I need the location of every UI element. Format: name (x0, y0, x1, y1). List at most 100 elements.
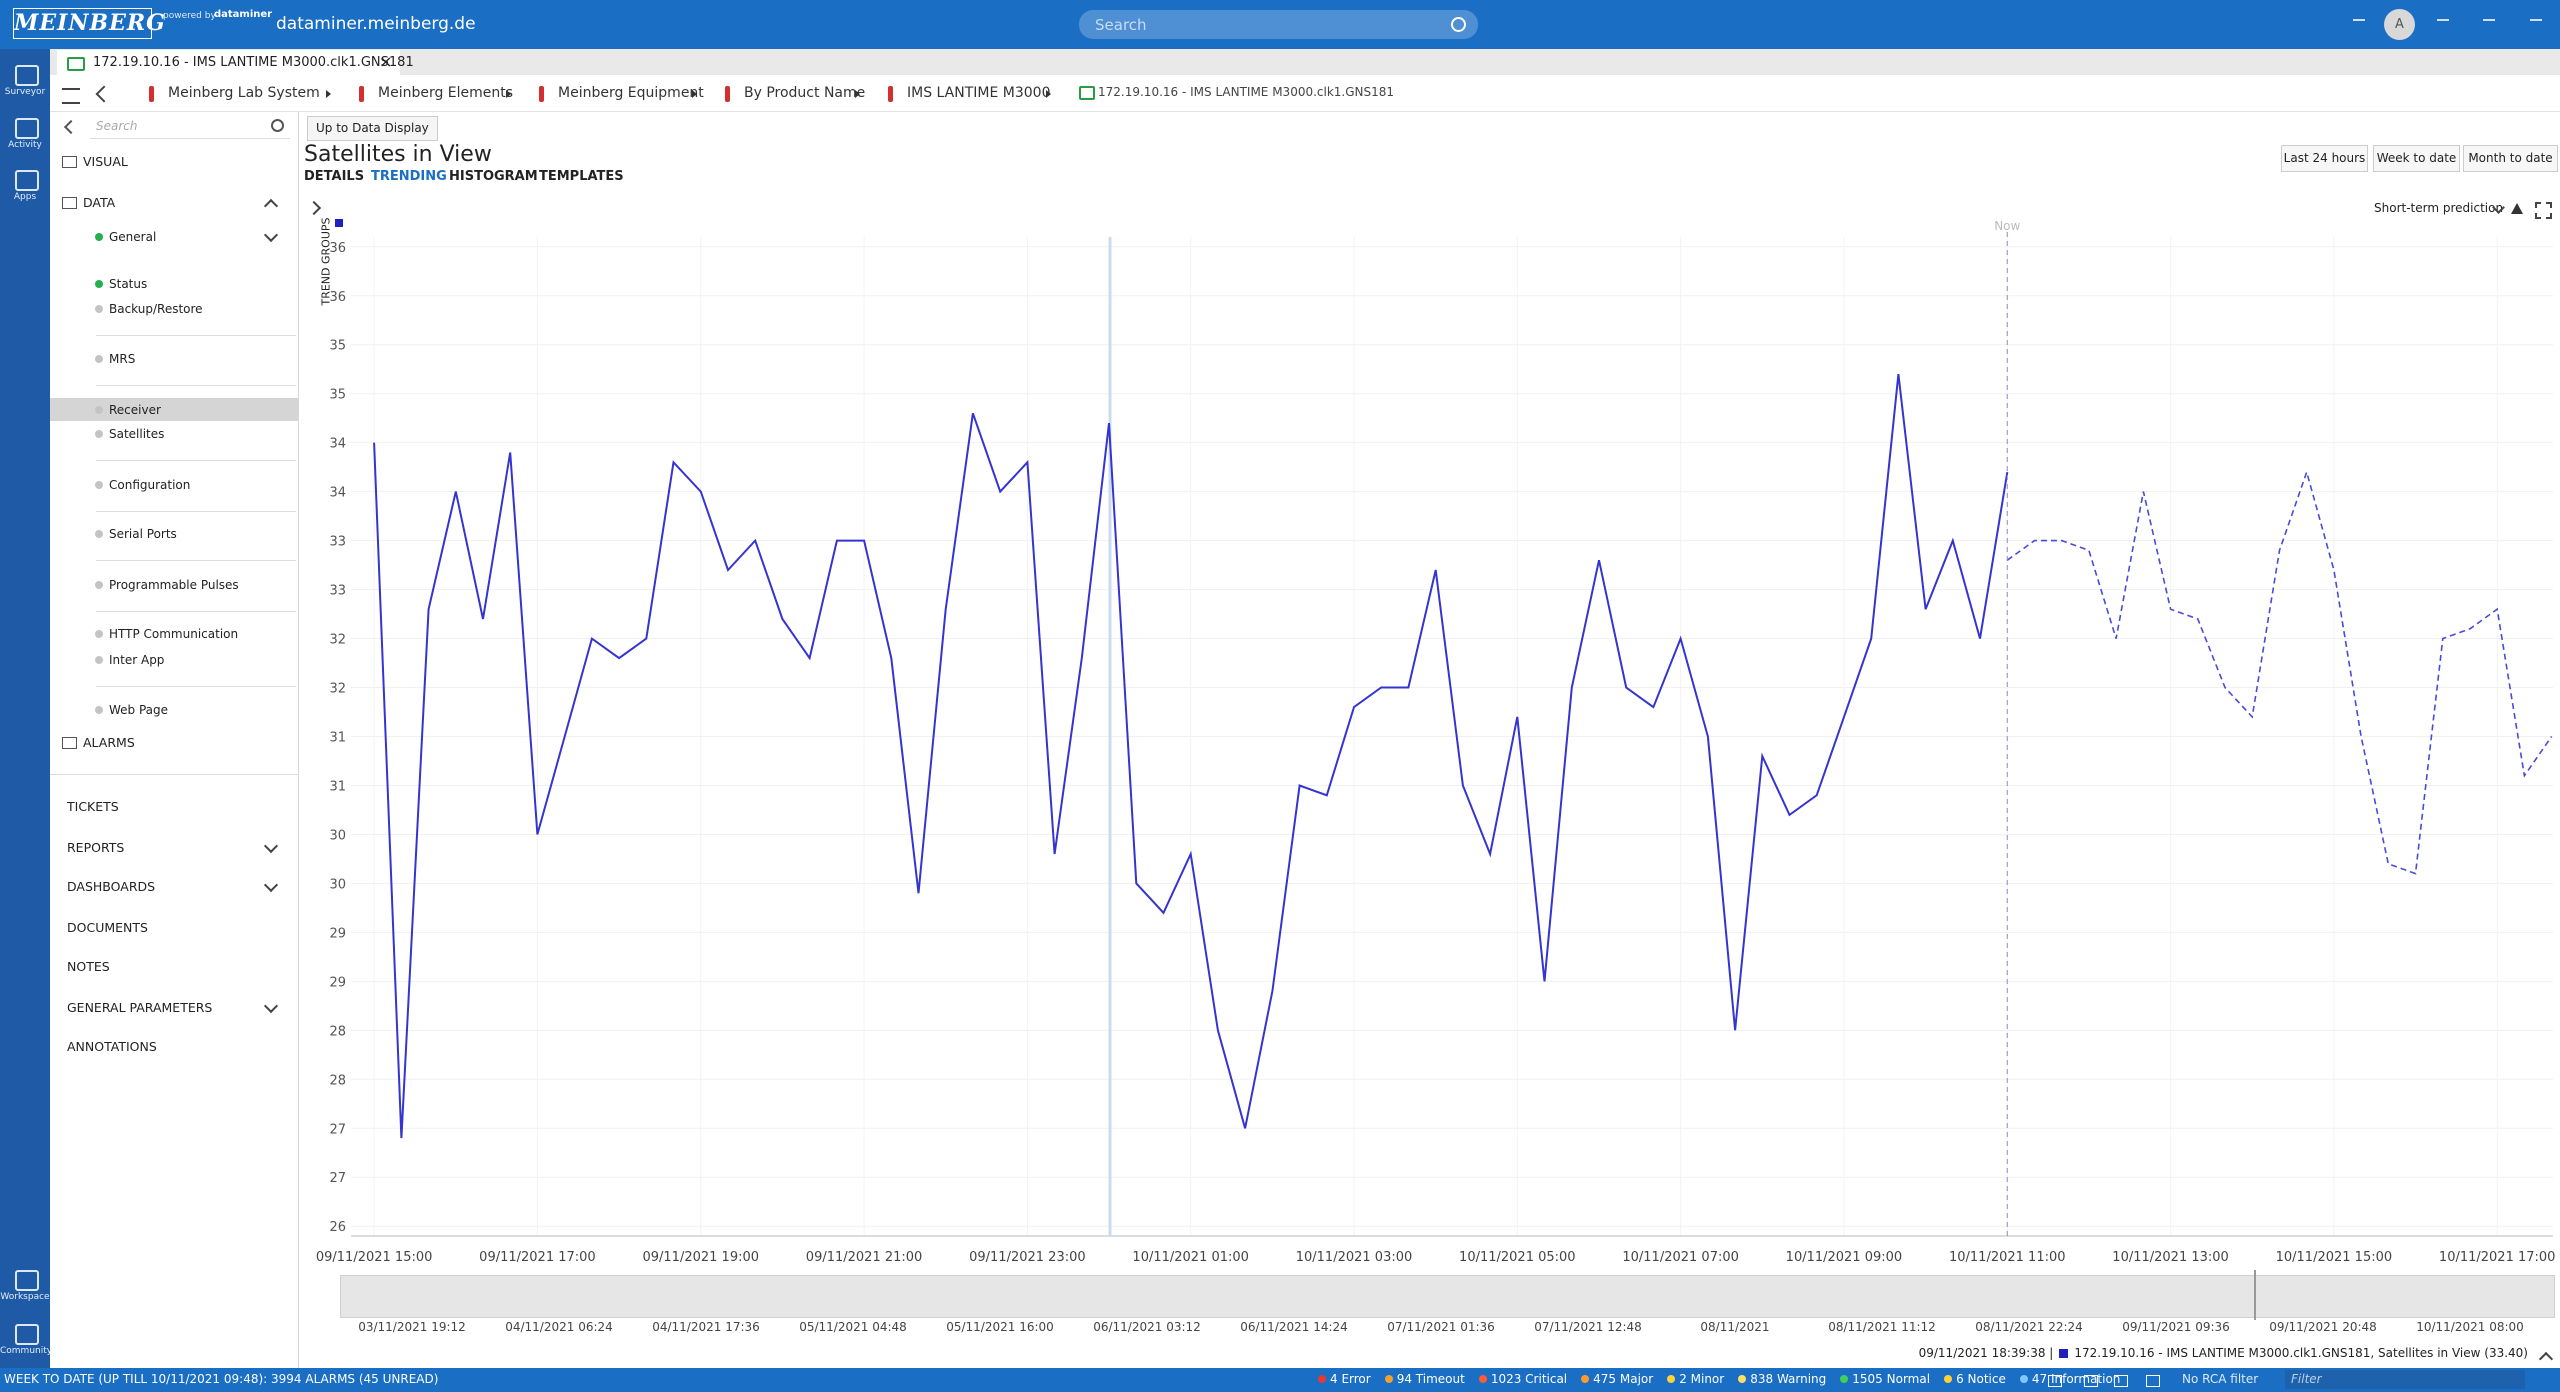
sidebar-item[interactable]: MRS (109, 352, 136, 366)
rail-icon[interactable] (15, 118, 39, 139)
window-control[interactable] (2483, 19, 2495, 31)
view-tab[interactable]: TEMPLATES (539, 169, 624, 184)
overview-label: 09/11/2021 20:48 (2269, 1320, 2377, 1334)
alarm-count[interactable]: 838 Warning (1738, 1372, 1826, 1386)
rail-label[interactable]: Surveyor (4, 87, 46, 97)
view-tab[interactable]: TRENDING (371, 169, 447, 184)
alarm-count[interactable]: 47 Information (2019, 1372, 2120, 1386)
sidebar-back[interactable] (63, 119, 79, 135)
breadcrumb-item[interactable]: Meinberg Elements (378, 85, 514, 101)
breadcrumb-item[interactable]: IMS LANTIME M3000 (907, 85, 1051, 101)
sidebar-item[interactable]: VISUAL (83, 154, 128, 169)
status-icon[interactable] (2084, 1375, 2098, 1387)
status-summary[interactable]: WEEK TO DATE (UP TILL 10/11/2021 09:48):… (4, 1372, 439, 1386)
view-tab[interactable]: HISTOGRAM (449, 169, 538, 184)
breadcrumb-item[interactable]: Meinberg Lab System (168, 85, 320, 101)
chevron[interactable] (263, 998, 279, 1014)
sidebar-item[interactable]: Web Page (109, 703, 169, 717)
sidebar-item[interactable]: DASHBOARDS (67, 879, 156, 894)
view-tab[interactable]: DETAILS (304, 169, 365, 184)
rail-label[interactable]: Workspace (0, 1292, 50, 1302)
sidebar-item[interactable]: ALARMS (83, 735, 135, 750)
rail-icon[interactable] (15, 1324, 39, 1345)
count-label: 6 Notice (1956, 1372, 2006, 1386)
sidebar-item[interactable]: Serial Ports (109, 527, 177, 541)
prediction-dropdown[interactable]: Short-term prediction (2374, 201, 2504, 215)
sidebar-item[interactable]: GENERAL PARAMETERS (67, 1000, 213, 1015)
trend-groups[interactable]: TREND GROUPS (319, 217, 333, 306)
sidebar-item[interactable]: Receiver (109, 403, 161, 417)
breadcrumb-item[interactable]: By Product Name (744, 85, 866, 101)
y-tick-label: 35 (329, 339, 346, 354)
chevron[interactable] (263, 227, 279, 243)
rail-label[interactable]: Apps (13, 192, 37, 202)
sidebar-item[interactable]: Satellites (109, 427, 165, 441)
range-button[interactable]: Last 24 hours (2281, 145, 2368, 172)
window-control[interactable] (2437, 19, 2449, 31)
alarm-count[interactable]: 475 Major (1581, 1372, 1653, 1386)
sidebar-search[interactable]: Search (90, 116, 290, 139)
sidebar-item[interactable]: DATA (83, 195, 116, 210)
back-arrow[interactable] (95, 85, 113, 103)
chevron[interactable] (263, 838, 279, 854)
alarm-count[interactable]: 4 Error (1318, 1372, 1371, 1386)
status-icon[interactable] (2114, 1375, 2128, 1387)
info-swatch (2059, 1348, 2069, 1358)
sidebar-item[interactable]: Status (109, 277, 148, 291)
window-control[interactable] (2353, 19, 2365, 31)
status-dot (95, 481, 103, 489)
sidebar-item[interactable]: NOTES (67, 959, 110, 974)
sidebar-item[interactable]: Configuration (109, 478, 191, 492)
up-button[interactable]: Up to Data Display (307, 116, 438, 141)
brand-logo: MEINBERG (13, 8, 165, 39)
alarm-count[interactable]: 94 Timeout (1384, 1372, 1465, 1386)
overview-window (2254, 1270, 2256, 1320)
sidebar-item[interactable]: ANNOTATIONS (67, 1039, 157, 1054)
sidebar-item[interactable]: TICKETS (67, 799, 119, 814)
status-icon[interactable] (2048, 1375, 2062, 1387)
sidebar-item[interactable]: HTTP Communication (109, 627, 239, 641)
search-box[interactable]: Search (1079, 10, 1478, 39)
sidebar-item[interactable]: Inter App (109, 653, 165, 667)
expand-arrow[interactable] (306, 200, 322, 216)
breadcrumb-arrow (1046, 90, 1051, 98)
overview-label: 06/11/2021 03:12 (1093, 1320, 1201, 1334)
alarm-count[interactable]: 1505 Normal (1840, 1372, 1930, 1386)
selected-row (50, 398, 298, 421)
tab-close[interactable]: × (379, 52, 393, 71)
rail-label[interactable]: Community (0, 1346, 53, 1356)
range-button[interactable]: Month to date (2463, 145, 2558, 172)
alarm-count[interactable]: 6 Notice (1944, 1372, 2006, 1386)
breadcrumb-item[interactable]: 172.19.10.16 - IMS LANTIME M3000.clk1.GN… (1098, 85, 1395, 99)
severity-dot (1738, 1375, 1747, 1383)
sidebar-item[interactable]: REPORTS (67, 840, 125, 855)
severity-dot (1384, 1375, 1393, 1383)
sidebar-item[interactable]: DOCUMENTS (67, 920, 148, 935)
rail-icon[interactable] (15, 1270, 39, 1291)
collapse-icon[interactable] (2538, 1351, 2554, 1367)
alarm-count[interactable]: 2 Minor (1667, 1372, 1724, 1386)
rail-icon[interactable] (15, 170, 39, 191)
sidebar-item[interactable]: Backup/Restore (109, 302, 203, 316)
menu-icon[interactable] (62, 88, 80, 104)
y-tick-label: 30 (329, 877, 346, 892)
document-tab[interactable]: 172.19.10.16 - IMS LANTIME M3000.clk1.GN… (57, 50, 414, 75)
chevron[interactable] (263, 877, 279, 893)
severity-dot (1581, 1375, 1590, 1383)
powered-by: powered by (163, 11, 216, 21)
fullscreen-icon[interactable] (2535, 202, 2552, 219)
range-button[interactable]: Week to date (2373, 145, 2460, 172)
sidebar-item[interactable]: General (109, 230, 157, 244)
alarm-count[interactable]: 1023 Critical (1478, 1372, 1567, 1386)
rca-filter[interactable]: No RCA filter (2182, 1372, 2259, 1386)
window-control[interactable] (2530, 19, 2542, 31)
rail-icon[interactable] (15, 65, 39, 86)
status-icon[interactable] (2146, 1375, 2160, 1387)
count-label: 94 Timeout (1396, 1372, 1465, 1386)
rail-label[interactable]: Activity (8, 140, 42, 150)
avatar[interactable]: A (2384, 9, 2415, 40)
chevron[interactable] (263, 198, 279, 214)
filter-box[interactable]: Filter (2285, 1370, 2525, 1389)
breadcrumb-item[interactable]: Meinberg Equipment (558, 85, 704, 101)
sidebar-item[interactable]: Programmable Pulses (109, 578, 239, 592)
